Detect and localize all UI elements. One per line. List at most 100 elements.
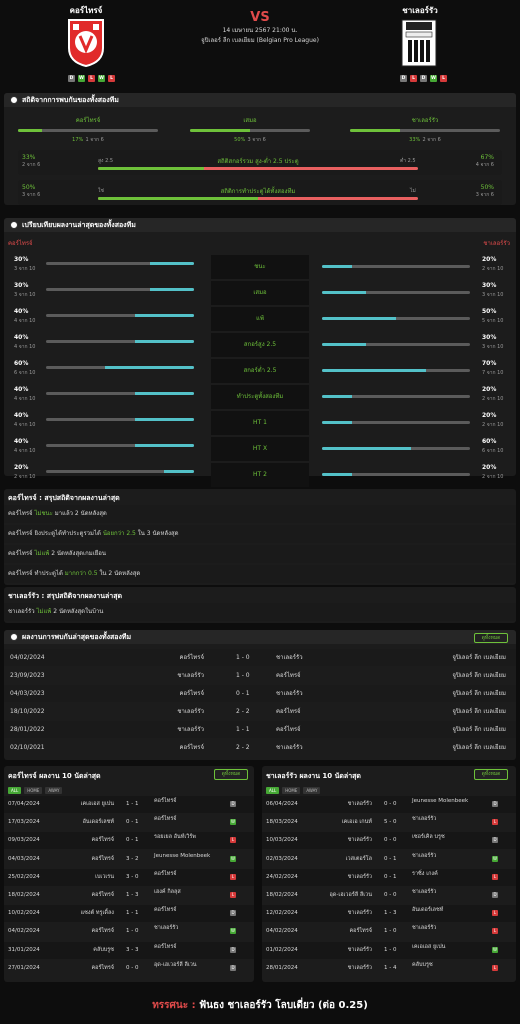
- match-score: 0 - 0: [384, 892, 397, 898]
- match-date: 27/01/2024: [8, 964, 40, 971]
- match-away-team: ราซิ่ง เกงค์: [412, 870, 438, 877]
- result-badge: L: [230, 837, 236, 844]
- match-row[interactable]: 12/02/2024 ชาเลอร์รัว 1 - 3 อันเดอร์เลชท์ L: [262, 905, 516, 923]
- football-icon: [10, 633, 18, 641]
- filter-tab[interactable]: ALL: [8, 787, 22, 794]
- summary-line-detail: 2 นัดหลังสุดในบ้าน: [53, 608, 104, 615]
- match-date: 04/02/2024: [266, 928, 298, 935]
- compare-row: 30% 3 จาก 10 เสมอ 30% 3 จาก 10: [4, 278, 516, 305]
- match-home-team: แซงต์ ทรูเดิ้ลง: [80, 910, 114, 917]
- match-row[interactable]: 31/01/2024 คลับบรูซ 3 - 3 คอร์ไทรจ์ D: [4, 941, 254, 959]
- filter-tab[interactable]: ALL: [266, 787, 280, 794]
- h2h-result-row[interactable]: 04/03/2023 คอร์ไทรจ์ 0 - 1 ชาเลอร์รัว จูปิเล…: [4, 685, 516, 702]
- match-away-team: รอยเยล อันท์เวิร์พ: [154, 834, 196, 841]
- match-row[interactable]: 18/03/2024 เคเอเอ เกนท์ 5 - 0 ชาเลอร์รัว L: [262, 814, 516, 831]
- match-score: 0 - 0: [384, 837, 397, 844]
- h2h-view-all-button[interactable]: ดูทั้งหมด: [474, 633, 508, 643]
- match-row[interactable]: 09/03/2024 คอร์ไทรจ์ 0 - 1 รอยเยล อันท์เวิร…: [4, 832, 254, 850]
- summary-line-subject: คอร์ไทรจ์: [8, 510, 33, 517]
- filter-tab[interactable]: HOME: [282, 787, 301, 794]
- summary-line-detail: มาแล้ว 2 นัดหลังสุด: [54, 510, 107, 517]
- match-row[interactable]: 28/01/2024 ชาเลอร์รัว 1 - 4 คลับบรูซ L: [262, 960, 516, 977]
- compare-row-label: HT 1: [211, 411, 309, 435]
- summary-line-highlight: ไม่แพ้: [36, 608, 52, 615]
- compare-right-pct: 30%: [482, 282, 497, 289]
- h2h-away-team: ชาเลอร์รัว: [276, 654, 303, 661]
- compare-left-fill: [149, 262, 194, 265]
- compare-right-bar: [322, 343, 470, 346]
- h2h-home-bar: [18, 129, 158, 132]
- filter-tab[interactable]: AWAY: [303, 787, 321, 794]
- h2h-result-row[interactable]: 04/02/2024 คอร์ไทรจ์ 1 - 0 ชาเลอร์รัว จูปิเล…: [4, 649, 516, 666]
- compare-left-bar: [46, 340, 194, 343]
- form-badge: W: [78, 75, 85, 82]
- compare-right-pct: 70%: [482, 360, 497, 367]
- compare-row-label: สกอร์ต่ำ 2.5: [211, 359, 309, 383]
- match-row[interactable]: 06/04/2024 ชาเลอร์รัว 0 - 0 Jeunesse Molenb…: [262, 796, 516, 813]
- h2h-away-team: คอร์ไทรจ์: [276, 726, 301, 733]
- match-row[interactable]: 18/02/2024 อุด-เฮเวอร์ลี ลีเวน 0 - 0 ชาเลอร…: [262, 887, 516, 904]
- h2h-away-label: ชาเลอร์รัว: [411, 117, 439, 124]
- match-score: 1 - 3: [384, 910, 397, 917]
- match-score: 1 - 0: [126, 928, 139, 935]
- match-row[interactable]: 25/02/2024 เบเวเรน 3 - 0 คอร์ไทรจ์ L: [4, 868, 254, 886]
- match-row[interactable]: 10/03/2024 ชาเลอร์รัว 0 - 0 เซอร์เคิล บรูซ D: [262, 832, 516, 850]
- match-row[interactable]: 24/02/2024 ชาเลอร์รัว 0 - 1 ราซิ่ง เกงค์ L: [262, 868, 516, 886]
- compare-right-pct: 30%: [482, 334, 497, 341]
- h2h-result-row[interactable]: 28/01/2022 ชาเลอร์รัว 1 - 1 คอร์ไทรจ์ จูปิเล…: [4, 721, 516, 738]
- result-badge: L: [492, 819, 498, 826]
- match-row[interactable]: 17/03/2024 อันเดอร์เลชท์ 0 - 1 คอร์ไทรจ์ W: [4, 814, 254, 831]
- ou-left-pct: 33%: [22, 154, 36, 161]
- h2h-home-team: คอร์ไทรจ์: [179, 690, 204, 697]
- h2h-home-team: คอร์ไทรจ์: [179, 654, 204, 661]
- h2h-result-row[interactable]: 23/09/2023 ชาเลอร์รัว 1 - 0 คอร์ไทรจ์ จูปิเล…: [4, 667, 516, 684]
- compare-left-pct: 60%: [14, 360, 29, 367]
- h2h-stats-title: สถิติจากการพบกันของทั้งสองทีม: [22, 95, 119, 104]
- match-date: 01/02/2024: [266, 946, 298, 953]
- compare-left-fill: [134, 418, 194, 421]
- btts-label: สถิติการทำประตูได้ทั้งสองทีม: [220, 188, 296, 195]
- compare-left-pct: 40%: [14, 412, 29, 419]
- match-row[interactable]: 04/02/2024 คอร์ไทรจ์ 1 - 0 ชาเลอร์รัว W: [4, 923, 254, 940]
- home-last10-tabs: ALL HOME AWAY: [8, 787, 63, 794]
- match-row[interactable]: 04/02/2024 คอร์ไทรจ์ 1 - 0 ชาเลอร์รัว L: [262, 923, 516, 940]
- compare-left-sub: 4 จาก 10: [14, 448, 36, 454]
- match-date: 02/03/2024: [266, 855, 298, 862]
- match-row[interactable]: 02/03/2024 เวสเตอร์โล 0 - 1 ชาเลอร์รัว W: [262, 851, 516, 868]
- form-badge: L: [108, 75, 115, 82]
- compare-left-fill: [164, 470, 194, 473]
- form-badge: L: [440, 75, 447, 82]
- h2h-result-row[interactable]: 18/10/2022 ชาเลอร์รัว 2 - 2 คอร์ไทรจ์ จูปิเล…: [4, 703, 516, 720]
- match-home-team: ชาเลอร์รัว: [347, 946, 372, 953]
- match-row[interactable]: 10/02/2024 แซงต์ ทรูเดิ้ลง 1 - 1 คอร์ไทรจ์ D: [4, 905, 254, 923]
- vs-label: VS: [250, 10, 270, 25]
- away-last10-view-all-button[interactable]: ดูทั้งหมด: [474, 769, 508, 780]
- home-logo: [67, 18, 105, 68]
- h2h-away-team: คอร์ไทรจ์: [276, 708, 301, 715]
- compare-right-sub: 7 จาก 10: [482, 370, 504, 376]
- result-badge: D: [492, 837, 498, 844]
- match-home-team: เวสเตอร์โล: [345, 855, 372, 862]
- h2h-away-team: ชาเลอร์รัว: [276, 744, 303, 751]
- bar-fill: [350, 129, 400, 132]
- h2h-score: 1 - 1: [236, 726, 250, 733]
- match-date: 10/03/2024: [266, 837, 298, 844]
- match-row[interactable]: 01/02/2024 ชาเลอร์รัว 1 - 0 เคเอเอส ยูเปน W: [262, 941, 516, 959]
- match-score: 0 - 0: [126, 964, 139, 971]
- compare-right-fill: [322, 421, 352, 424]
- filter-tab[interactable]: HOME: [24, 787, 43, 794]
- h2h-result-row[interactable]: 02/10/2021 คอร์ไทรจ์ 2 - 2 ชาเลอร์รัว จูปิเล…: [4, 739, 516, 756]
- match-row[interactable]: 27/01/2024 คอร์ไทรจ์ 0 - 0 อุด-เฮเวอร์ลี ลี…: [4, 960, 254, 977]
- compare-row-label: เสมอ: [211, 281, 309, 305]
- compare-right-bar: [322, 395, 470, 398]
- compare-left-bar: [46, 470, 194, 473]
- compare-right-bar: [322, 447, 470, 450]
- filter-tab[interactable]: AWAY: [45, 787, 63, 794]
- summary-line-highlight: ไม่ชนะ: [34, 510, 53, 517]
- match-row[interactable]: 04/03/2024 คอร์ไทรจ์ 3 - 2 Jeunesse Molenbe…: [4, 851, 254, 868]
- h2h-score: 1 - 0: [236, 672, 250, 679]
- match-row[interactable]: 07/04/2024 เคเอเอส ยูเปน 1 - 1 คอร์ไทรจ์ D: [4, 796, 254, 813]
- match-row[interactable]: 18/02/2024 คอร์ไทรจ์ 1 - 3 เฮงค์ กิลลุส L: [4, 887, 254, 904]
- home-last10-view-all-button[interactable]: ดูทั้งหมด: [214, 769, 248, 780]
- summary-line-subject: คอร์ไทรจ์ ทำประตูได้: [8, 570, 63, 577]
